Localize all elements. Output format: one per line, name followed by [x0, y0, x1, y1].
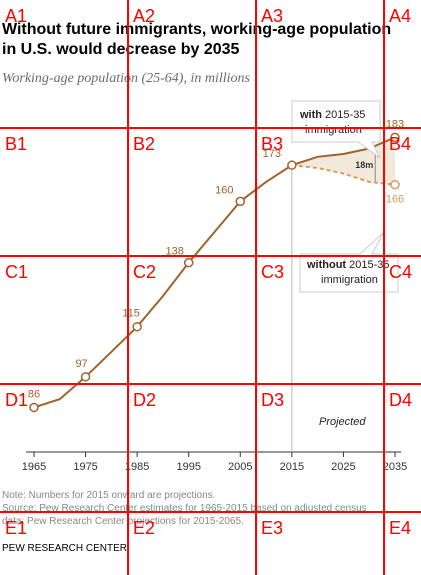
svg-text:with 2015-35: with 2015-35: [299, 109, 365, 121]
note-text: Note: Numbers for 2015 onward are projec…: [2, 490, 215, 501]
grid-label-E4: E4: [389, 518, 411, 538]
callout-without: without 2015-35 immigration: [299, 231, 399, 293]
grid-label-C2: C2: [133, 262, 156, 282]
grid-label-A3: A3: [261, 6, 283, 26]
x-tick-label-2025: 2025: [331, 461, 355, 473]
grid-label-D2: D2: [133, 390, 156, 410]
x-tick-label-2015: 2015: [280, 461, 304, 473]
data-point-with-2015: [287, 160, 297, 170]
chart-subtitle: Working-age population (25-64), in milli…: [2, 71, 251, 86]
x-tick-label-2035: 2035: [383, 461, 407, 473]
chart-title-line2: in U.S. would decrease by 2035: [2, 41, 240, 58]
callout-without-bold: without: [306, 259, 346, 271]
svg-text:without 2015-35: without 2015-35: [306, 259, 390, 271]
brand-label: PEW RESEARCH CENTER: [2, 543, 127, 554]
callout-with-rest: 2015-35: [322, 109, 365, 121]
grid-label-E3: E3: [261, 518, 283, 538]
gap-label: 18m: [355, 160, 373, 170]
chart-title-line1: Without future immigrants, working-age p…: [2, 21, 391, 38]
callout-with-bold: with: [299, 109, 322, 121]
grid-label-C1: C1: [5, 262, 28, 282]
source-line2: data; Pew Research Center projections fo…: [2, 516, 244, 527]
callout-with: with 2015-35 immigration: [291, 100, 381, 159]
grid-label-D1: D1: [5, 390, 28, 410]
data-label-with-1985: 115: [122, 308, 140, 320]
grid-label-A4: A4: [389, 6, 411, 26]
data-label-with-1975: 97: [75, 358, 87, 370]
projected-label: Projected: [319, 416, 366, 428]
source-line1: Source: Pew Research Center estimates fo…: [2, 503, 367, 514]
grid-label-C4: C4: [389, 262, 412, 282]
grid-label-B4: B4: [389, 134, 411, 154]
grid-label-B3: B3: [261, 134, 283, 154]
data-point-with-2005: [235, 196, 246, 207]
grid-label-D4: D4: [389, 390, 412, 410]
grid-label-E1: E1: [5, 518, 27, 538]
data-point-without-2035: [390, 179, 400, 190]
grid-label-A1: A1: [5, 6, 27, 26]
x-tick-label-1965: 1965: [22, 461, 46, 473]
grid-label-D3: D3: [261, 390, 284, 410]
data-label-with-1965: 86: [28, 388, 40, 400]
data-point-with-1985: [132, 321, 142, 332]
data-label-with-1995: 138: [166, 246, 184, 258]
callout-with-line2: immigration: [305, 124, 362, 136]
data-point-with-1995: [183, 257, 194, 268]
data-label-with-2005: 160: [215, 184, 233, 196]
callout-without-rest: 2015-35: [346, 259, 389, 271]
data-label-without-2035: 166: [386, 194, 404, 206]
grid-label-A2: A2: [133, 6, 155, 26]
grid-label-B1: B1: [5, 134, 27, 154]
data-point-with-1975: [80, 372, 91, 382]
x-tick-label-1975: 1975: [73, 461, 97, 473]
data-point-with-2035: [390, 132, 400, 143]
series-line-with-immigration: [33, 136, 396, 409]
grid-label-C3: C3: [261, 262, 284, 282]
plot-area: 1965 1975 1985 1995 2005 2015 2025 2035 18m 86 97 1…: [22, 118, 407, 473]
x-tick-label-1995: 1995: [176, 461, 200, 473]
grid-label-E2: E2: [133, 518, 155, 538]
grid-label-B2: B2: [133, 134, 155, 154]
data-point-with-1965: [29, 402, 39, 413]
series-line-without-immigration: [291, 164, 396, 186]
x-tick-label-2005: 2005: [228, 461, 252, 473]
data-label-with-2015: 173: [263, 148, 281, 160]
callout-without-line2: immigration: [321, 274, 378, 286]
x-tick-label-1985: 1985: [125, 461, 149, 473]
